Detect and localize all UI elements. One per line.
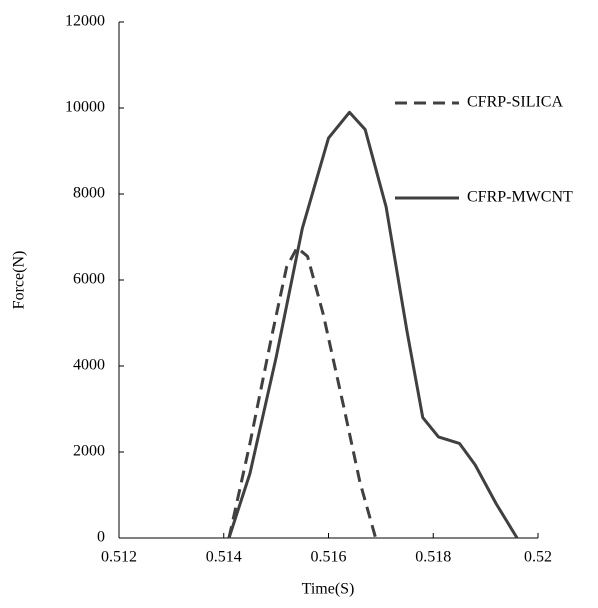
y-tick-label: 4000: [73, 357, 105, 374]
x-tick-label: 0.516: [311, 549, 347, 566]
x-tick-label: 0.52: [524, 549, 552, 566]
series-line: [227, 110, 519, 539]
y-tick-label: 10000: [65, 99, 105, 116]
legend-label: CFRP-MWCNT: [467, 189, 573, 206]
x-tick-label: 0.514: [206, 549, 242, 566]
y-tick-label: 0: [97, 529, 105, 546]
y-axis-title: Force(N): [11, 251, 28, 310]
legend-label: CFRP-SILICA: [467, 94, 563, 111]
y-tick-label: 12000: [65, 13, 105, 30]
y-tick-label: 6000: [73, 271, 105, 288]
x-tick-label: 0.512: [101, 549, 137, 566]
x-tick-label: 0.518: [415, 549, 451, 566]
series-line: [227, 246, 378, 539]
y-tick-label: 2000: [73, 443, 105, 460]
x-axis-title: Time(S): [302, 581, 355, 598]
y-tick-label: 8000: [73, 185, 105, 202]
